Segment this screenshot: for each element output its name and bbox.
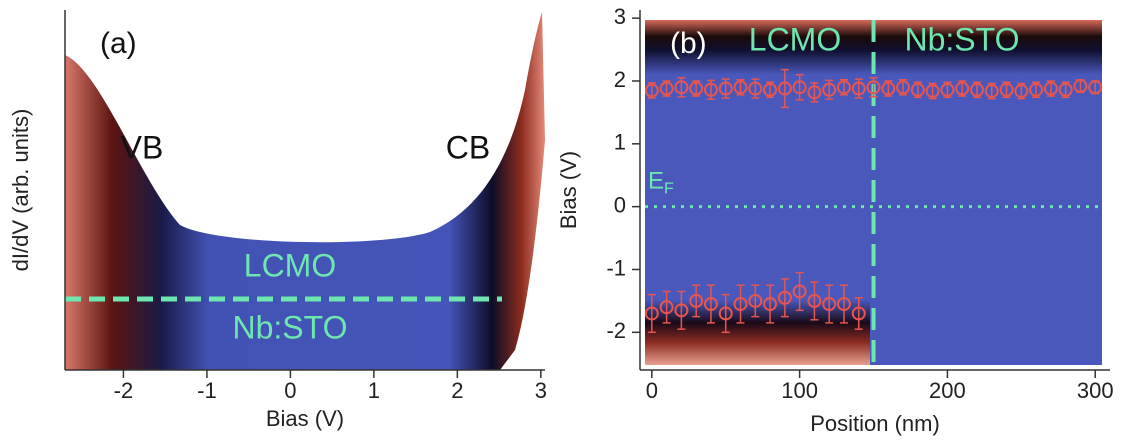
x-tick-label: 0 [284, 378, 296, 403]
data-point [1043, 81, 1058, 96]
data-point [984, 84, 999, 99]
panel-label: (b) [670, 27, 707, 60]
data-point [674, 80, 689, 95]
annotation: LCMO [244, 247, 336, 283]
data-point [925, 84, 940, 99]
x-tick-label: -1 [197, 378, 217, 403]
data-point [792, 80, 807, 95]
data-point [836, 297, 851, 312]
y-tick-label: -1 [606, 255, 626, 280]
data-point [674, 303, 689, 318]
y-axis-label: Bias (V) [556, 151, 581, 229]
data-point [644, 306, 659, 321]
x-tick-label: -2 [114, 378, 134, 403]
data-point [777, 290, 792, 305]
data-point [896, 80, 911, 95]
data-point [718, 306, 733, 321]
heatmap-lcmo-band [645, 300, 870, 365]
data-point [836, 80, 851, 95]
data-point [1058, 82, 1073, 97]
x-tick-label: 2 [451, 378, 463, 403]
data-point [807, 293, 822, 308]
waterfall-spectra [65, 12, 545, 370]
panel-a: -2 -1 0 1 2 3 Bias (V) dI/dV (arb. units) (a) VB C… [8, 10, 547, 431]
x-tick-label: 3 [535, 378, 547, 403]
x-tick-label: 0 [646, 378, 658, 403]
data-point [851, 81, 866, 96]
data-point [1088, 80, 1103, 95]
x-tick-label: 200 [929, 378, 966, 403]
data-point [822, 82, 837, 97]
data-point [644, 83, 659, 98]
data-point [999, 82, 1014, 97]
annotation: Nb:STO [233, 309, 348, 345]
data-point [689, 81, 704, 96]
data-point [703, 297, 718, 312]
data-point [748, 81, 763, 96]
y-tick-label: 1 [614, 130, 626, 155]
data-point [969, 82, 984, 97]
data-point [659, 300, 674, 315]
data-point [955, 81, 970, 96]
data-point [703, 82, 718, 97]
panel-label: (a) [100, 27, 137, 60]
data-point [807, 85, 822, 100]
annotation: Nb:STO [905, 21, 1020, 57]
data-point [792, 284, 807, 299]
x-tick-label: 1 [368, 378, 380, 403]
data-point [1014, 84, 1029, 99]
data-point [763, 82, 778, 97]
x-axis-label: Bias (V) [266, 406, 344, 431]
y-axis-label: dI/dV (arb. units) [8, 109, 33, 272]
data-point [822, 297, 837, 312]
data-point [718, 81, 733, 96]
data-point [748, 293, 763, 308]
y-tick-label: 3 [614, 4, 626, 29]
annotation: VB [121, 129, 164, 165]
data-point [940, 82, 955, 97]
y-tick-label: -2 [606, 318, 626, 343]
x-tick-label: 300 [1077, 378, 1114, 403]
x-axis-label: Position (nm) [810, 411, 940, 436]
data-point [851, 306, 866, 321]
annotation: CB [446, 129, 490, 165]
annotation: LCMO [749, 21, 841, 57]
data-point [866, 80, 881, 95]
data-point [733, 297, 748, 312]
fermi-label: EF [648, 168, 674, 198]
data-point [763, 297, 778, 312]
data-point [881, 81, 896, 96]
data-point [689, 293, 704, 308]
x-tick-label: 100 [781, 378, 818, 403]
y-tick-label: 2 [614, 67, 626, 92]
y-tick-label: 0 [614, 192, 626, 217]
data-point [910, 82, 925, 97]
data-point [1073, 79, 1088, 94]
data-point [733, 80, 748, 95]
panel-b: EF 0 100 200 300 -2 -1 0 1 2 3 Position (nm) Bias (V… [556, 4, 1114, 436]
data-point [777, 81, 792, 96]
data-point [1029, 82, 1044, 97]
fermi-label-main: E [648, 168, 664, 195]
fermi-label-sub: F [664, 181, 674, 198]
data-point [659, 81, 674, 96]
